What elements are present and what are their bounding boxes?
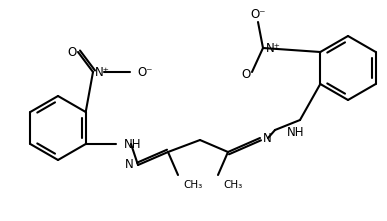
- Text: NH: NH: [124, 137, 142, 151]
- Text: CH₃: CH₃: [183, 180, 202, 190]
- Text: O: O: [67, 46, 77, 59]
- Text: N⁺: N⁺: [95, 65, 110, 78]
- Text: NH: NH: [287, 126, 305, 139]
- Text: O⁻: O⁻: [250, 8, 266, 21]
- Text: N: N: [125, 158, 134, 171]
- Text: O⁻: O⁻: [137, 65, 152, 78]
- Text: CH₃: CH₃: [223, 180, 242, 190]
- Text: N: N: [263, 131, 272, 145]
- Text: N⁺: N⁺: [266, 42, 281, 55]
- Text: O: O: [241, 67, 251, 80]
